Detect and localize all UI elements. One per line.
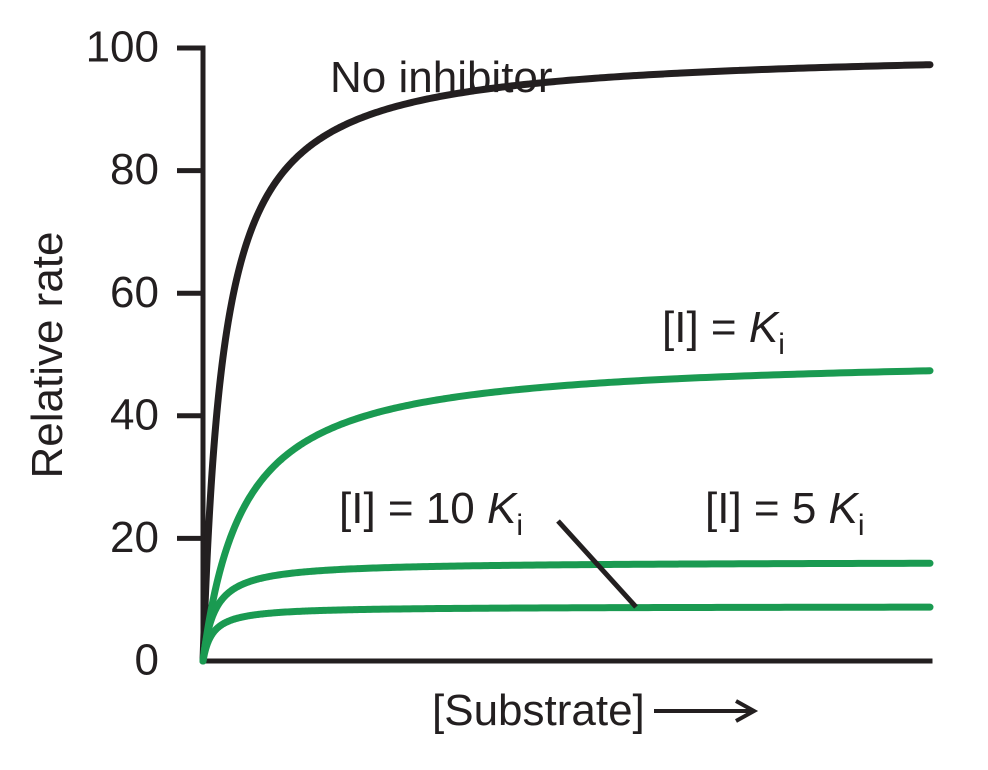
annotation-ki-prefix: [I] =	[662, 303, 749, 352]
y-axis-tick-labels: 100 80 60 40 20 0	[86, 23, 159, 685]
curve-i-10-ki	[199, 603, 934, 665]
y-tick-label-0: 0	[135, 636, 159, 685]
annotation-i-equals-10ki: [I] = 10 Ki	[339, 484, 523, 542]
annotation-5ki-subscript: i	[858, 509, 865, 542]
y-tick-label-20: 20	[110, 513, 159, 562]
annotation-ki-subscript: i	[778, 328, 785, 361]
annotation-5ki-symbol: K	[829, 484, 860, 533]
y-tick-label-80: 80	[110, 145, 159, 194]
curve-i-ki	[199, 367, 934, 665]
annotation-i-equals-5ki: [I] = 5 Ki	[705, 484, 865, 542]
x-axis-arrow-icon	[654, 699, 759, 723]
annotation-10ki-subscript: i	[516, 509, 523, 542]
annotation-5ki-multiplier: 5	[792, 484, 829, 533]
curve-i-5-ki	[199, 559, 934, 665]
annotation-no-inhibitor: No inhibitor	[330, 53, 553, 102]
y-tick-label-40: 40	[110, 390, 159, 439]
leader-line-10ki	[556, 519, 638, 609]
y-tick-label-60: 60	[110, 268, 159, 317]
curve-group	[199, 61, 934, 665]
annotation-10ki-prefix: [I] =	[339, 484, 426, 533]
annotation-10ki-multiplier: 10	[426, 484, 487, 533]
annotation-5ki-prefix: [I] =	[705, 484, 792, 533]
y-axis-ticks	[177, 45, 203, 541]
y-tick-label-100: 100	[86, 23, 159, 72]
annotation-i-equals-ki: [I] = Ki	[662, 303, 785, 361]
axes-group	[200, 45, 933, 664]
annotation-10ki-symbol: K	[487, 484, 518, 533]
curve-no-inhibitor	[199, 61, 934, 665]
annotation-ki-symbol: K	[749, 303, 780, 352]
y-axis-title: Relative rate	[23, 231, 72, 478]
x-axis-title: [Substrate]	[432, 686, 645, 735]
